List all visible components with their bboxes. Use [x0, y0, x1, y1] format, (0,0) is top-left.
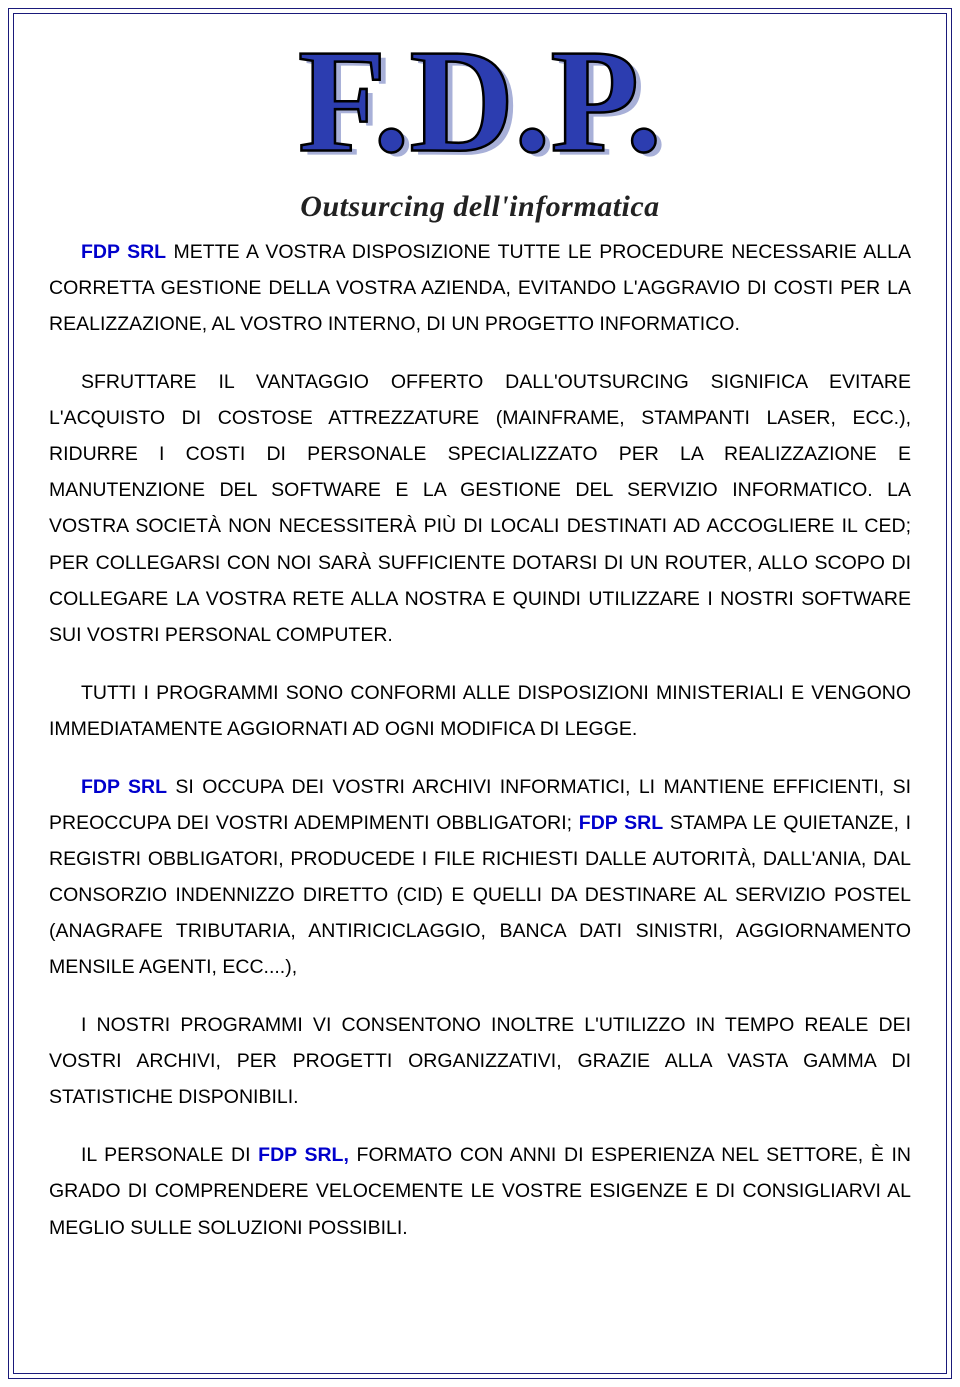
company-ref: FDP SRL [81, 241, 166, 263]
paragraph-5: I NOSTRI PROGRAMMI VI CONSENTONO INOLTRE… [49, 1007, 911, 1115]
subtitle: Outsurcing dell'informatica [49, 190, 911, 224]
logo: F.D.P. F.D.P. [49, 24, 911, 184]
svg-text:F.D.P.: F.D.P. [298, 24, 662, 179]
paragraph-1: FDP SRL METTE A VOSTRA DISPOSIZIONE TUTT… [49, 234, 911, 342]
paragraph-3: TUTTI I PROGRAMMI SONO CONFORMI ALLE DIS… [49, 675, 911, 747]
company-ref: FDP SRL, [258, 1144, 349, 1166]
company-ref: FDP SRL [81, 776, 167, 798]
p4-seg2b: STAMPA LE QUIETANZE, I REGISTRI OBBLIGAT… [49, 812, 911, 978]
logo-svg: F.D.P. F.D.P. [260, 24, 700, 179]
page-frame: F.D.P. F.D.P. Outsurcing dell'informatic… [13, 13, 947, 1374]
paragraph-2: SFRUTTARE IL VANTAGGIO OFFERTO DALL'OUTS… [49, 364, 911, 653]
p1-body: METTE A VOSTRA DISPOSIZIONE TUTTE LE PRO… [49, 241, 911, 335]
paragraph-4: FDP SRL SI OCCUPA DEI VOSTRI ARCHIVI INF… [49, 769, 911, 985]
paragraph-6: IL PERSONALE DI FDP SRL, FORMATO CON ANN… [49, 1137, 911, 1245]
p6-a: IL PERSONALE DI [81, 1144, 258, 1166]
company-ref: FDP SRL [579, 812, 663, 834]
